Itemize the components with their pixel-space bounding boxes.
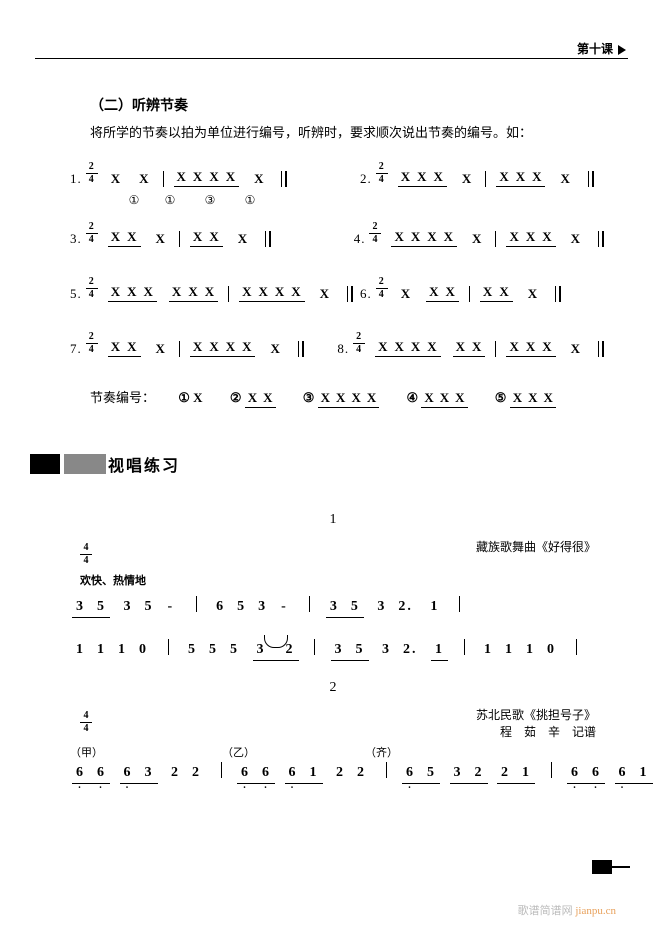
- item-number: 1.: [70, 171, 82, 187]
- rhythm-item-2: 2. 24 XXX X XXX X: [360, 162, 606, 187]
- rhythm-item-5: 5. 24 XXX XXX XXXX X: [70, 277, 360, 302]
- item-number: 8.: [337, 341, 349, 357]
- rhythm-row: 1. 24 X X XXXX X 2. 24 XXX X XXX: [70, 162, 606, 187]
- rhythm-item-7: 7. 24 XX X XXXX X: [70, 332, 337, 357]
- part-labels: （甲） （乙） （齐）: [70, 744, 606, 760]
- rhythm-exercises: 1. 24 X X XXXX X 2. 24 XXX X XXX: [70, 162, 606, 408]
- circled-labels: ① ① ③ ①: [116, 193, 606, 208]
- score-header: 44 藏族歌舞曲《好得很》: [60, 538, 606, 568]
- time-signature: 24: [86, 162, 98, 185]
- header-rule: [35, 58, 628, 59]
- lesson-label: 第十课: [577, 42, 613, 56]
- rhythm-item-4: 4. 24 XXXX X XXX X: [354, 222, 606, 247]
- rhythm-item-3: 3. 24 XX X XX X: [70, 222, 354, 247]
- score-piece-1: 1 44 藏族歌舞曲《好得很》 欢快、热情地 35 35- 653- 35 32…: [60, 512, 606, 660]
- piece-number: 2: [60, 680, 606, 696]
- title-decor-box: [64, 454, 106, 474]
- rhythm-notes: XX X XX X: [102, 229, 273, 247]
- legend-item: ④ XXX: [406, 390, 467, 405]
- rhythm-row: 3. 24 XX X XX X 4. 24 XXXX X XXX: [70, 222, 606, 247]
- footer-decor-line: [606, 866, 630, 868]
- time-signature: 24: [353, 332, 365, 355]
- score-header: 44 苏北民歌《挑担号子》 程 茹 辛 记谱: [60, 706, 606, 740]
- item-number: 7.: [70, 341, 82, 357]
- rhythm-legend: 节奏编号： ① X ② XX ③ XXXX ④ XXX ⑤ XXX: [90, 387, 606, 408]
- legend-item: ⑤ XXX: [495, 390, 556, 405]
- rhythm-notes: XXX XXX XXXX X: [102, 284, 355, 302]
- legend-label: 节奏编号：: [90, 390, 155, 405]
- score-piece-2: 2 44 苏北民歌《挑担号子》 程 茹 辛 记谱 （甲） （乙） （齐） 66 …: [60, 680, 606, 783]
- item-number: 4.: [354, 231, 366, 247]
- time-signature: 24: [376, 162, 388, 185]
- section-intro: 将所学的节奏以拍为单位进行编号，听辨时，要求顺次说出节奏的编号。如：: [90, 123, 606, 144]
- music-line: 1110 555 32 35 32. 1 1110: [70, 635, 606, 660]
- legend-item: ③ XXXX: [303, 390, 379, 405]
- item-number: 2.: [360, 171, 372, 187]
- time-signature: 44: [80, 711, 92, 734]
- rhythm-row: 5. 24 XXX XXX XXXX X 6. 24 X XX: [70, 277, 606, 302]
- music-line: 35 35- 653- 35 32. 1: [70, 596, 606, 617]
- title-decor-box: [30, 454, 60, 474]
- item-number: 5.: [70, 286, 82, 302]
- rhythm-notes: X X XXXX X: [102, 169, 290, 187]
- time-signature: 44: [80, 543, 92, 566]
- legend-item: ① X: [178, 390, 202, 405]
- lesson-header: 第十课: [577, 40, 626, 57]
- time-signature: 24: [369, 222, 381, 245]
- section-title-text: 视唱练习: [108, 452, 180, 476]
- item-number: 6.: [360, 286, 372, 302]
- rhythm-item-8: 8. 24 XXXX XX XXX X: [337, 332, 606, 357]
- rhythm-notes: X XX XX X: [392, 284, 563, 302]
- header-arrow-icon: [618, 45, 626, 55]
- rhythm-notes: XXX X XXX X: [392, 169, 596, 187]
- time-signature: 24: [376, 277, 388, 300]
- item-number: 3.: [70, 231, 82, 247]
- time-signature: 24: [86, 222, 98, 245]
- rhythm-item-6: 6. 24 X XX XX X: [360, 277, 606, 302]
- rhythm-row: 7. 24 XX X XXXX X 8. 24 XXXX XX: [70, 332, 606, 357]
- page-content: （二）听辨节奏 将所学的节奏以拍为单位进行编号，听辨时，要求顺次说出节奏的编号。…: [60, 95, 606, 783]
- rhythm-notes: XXXX XX XXX X: [369, 339, 606, 357]
- time-signature: 24: [86, 332, 98, 355]
- section-title-sight-singing: 视唱练习: [30, 452, 606, 476]
- expression-marking: 欢快、热情地: [80, 572, 606, 588]
- rhythm-notes: XXXX X XXX X: [385, 229, 606, 247]
- time-signature: 24: [86, 277, 98, 300]
- piece-number: 1: [60, 512, 606, 528]
- music-line: 66 63 22 66 61 22 65 32 21 66 61 2-: [70, 762, 606, 783]
- section-subtitle: （二）听辨节奏: [90, 95, 606, 115]
- watermark: 歌谱简谱网 jianpu.cn: [518, 902, 616, 918]
- piece-source: 苏北民歌《挑担号子》 程 茹 辛 记谱: [476, 706, 596, 740]
- rhythm-item-1: 1. 24 X X XXXX X: [70, 162, 360, 187]
- rhythm-notes: XX X XXXX X: [102, 339, 306, 357]
- piece-source: 藏族歌舞曲《好得很》: [476, 538, 596, 555]
- legend-item: ② XX: [230, 390, 276, 405]
